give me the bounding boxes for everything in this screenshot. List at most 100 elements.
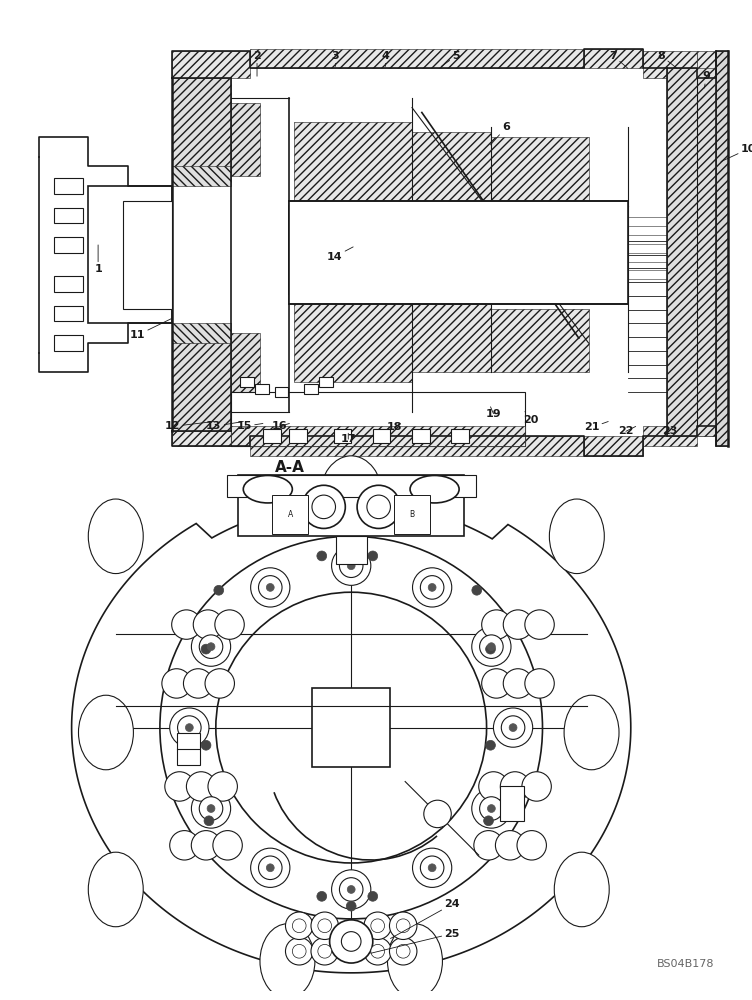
- Text: 9: 9: [702, 71, 711, 88]
- Bar: [642, 426, 696, 446]
- Bar: [490, 137, 589, 201]
- Circle shape: [215, 610, 244, 639]
- Text: 20: 20: [523, 412, 538, 425]
- Text: A: A: [288, 510, 293, 519]
- Text: 12: 12: [165, 421, 214, 431]
- Circle shape: [293, 944, 306, 958]
- Bar: [312, 688, 390, 767]
- Circle shape: [525, 610, 554, 639]
- Bar: [412, 429, 429, 443]
- Text: 21: 21: [584, 422, 608, 432]
- Text: 4: 4: [381, 51, 390, 66]
- Circle shape: [472, 585, 482, 595]
- Bar: [334, 429, 351, 443]
- Circle shape: [293, 919, 306, 933]
- Bar: [54, 276, 83, 292]
- Circle shape: [201, 644, 211, 654]
- Circle shape: [420, 576, 444, 599]
- Circle shape: [191, 831, 221, 860]
- Circle shape: [216, 592, 487, 863]
- Bar: [290, 429, 307, 443]
- Circle shape: [486, 740, 496, 750]
- Circle shape: [357, 485, 400, 528]
- Text: 18: 18: [387, 422, 402, 432]
- Ellipse shape: [88, 852, 143, 927]
- Circle shape: [339, 554, 363, 578]
- Text: BS04B178: BS04B178: [656, 959, 714, 969]
- Bar: [171, 78, 231, 176]
- Circle shape: [317, 891, 326, 901]
- Circle shape: [318, 944, 332, 958]
- Ellipse shape: [260, 924, 315, 998]
- Circle shape: [192, 627, 231, 666]
- Bar: [231, 333, 260, 407]
- Circle shape: [213, 831, 242, 860]
- Circle shape: [183, 669, 213, 698]
- Circle shape: [266, 583, 274, 591]
- Bar: [294, 299, 412, 382]
- Text: 16: 16: [271, 421, 290, 431]
- Circle shape: [502, 716, 525, 739]
- Circle shape: [420, 856, 444, 880]
- Circle shape: [480, 635, 503, 658]
- Bar: [696, 51, 716, 78]
- Circle shape: [165, 772, 194, 801]
- Circle shape: [302, 485, 345, 528]
- Bar: [231, 426, 525, 446]
- Bar: [373, 429, 390, 443]
- Text: 15: 15: [237, 421, 263, 431]
- Text: 1: 1: [94, 245, 102, 274]
- Circle shape: [214, 585, 223, 595]
- Bar: [54, 178, 83, 194]
- Bar: [584, 436, 642, 456]
- Circle shape: [503, 610, 532, 639]
- Circle shape: [162, 669, 191, 698]
- Circle shape: [371, 919, 384, 933]
- Circle shape: [413, 848, 452, 887]
- Ellipse shape: [410, 475, 459, 503]
- Circle shape: [428, 583, 436, 591]
- Bar: [171, 51, 250, 78]
- Circle shape: [259, 576, 282, 599]
- Circle shape: [486, 644, 496, 654]
- Circle shape: [201, 740, 211, 750]
- Text: 2: 2: [253, 51, 261, 76]
- Circle shape: [396, 944, 410, 958]
- Bar: [54, 335, 83, 351]
- Circle shape: [390, 938, 417, 965]
- Circle shape: [482, 610, 511, 639]
- Bar: [319, 377, 332, 387]
- Circle shape: [177, 716, 201, 739]
- Bar: [54, 306, 83, 321]
- Text: A: A: [117, 619, 125, 629]
- Circle shape: [368, 551, 378, 561]
- Circle shape: [509, 724, 517, 732]
- Circle shape: [186, 772, 216, 801]
- Ellipse shape: [244, 475, 293, 503]
- Ellipse shape: [564, 695, 619, 770]
- Bar: [171, 333, 231, 431]
- Circle shape: [312, 495, 335, 519]
- Circle shape: [286, 938, 313, 965]
- Ellipse shape: [88, 499, 143, 574]
- Bar: [250, 49, 584, 68]
- Circle shape: [193, 610, 223, 639]
- Text: 23: 23: [663, 423, 678, 436]
- Circle shape: [472, 789, 511, 828]
- Circle shape: [472, 627, 511, 666]
- Text: A-A: A-A: [274, 460, 305, 475]
- Circle shape: [517, 831, 547, 860]
- Circle shape: [207, 805, 215, 812]
- Bar: [304, 384, 318, 394]
- Circle shape: [266, 864, 274, 872]
- Circle shape: [204, 816, 214, 826]
- Bar: [226, 475, 476, 497]
- Bar: [294, 122, 412, 206]
- Text: 8: 8: [657, 51, 677, 68]
- Circle shape: [207, 643, 215, 651]
- Circle shape: [199, 797, 223, 820]
- Bar: [171, 431, 250, 446]
- Bar: [238, 475, 464, 536]
- Circle shape: [484, 816, 493, 826]
- Bar: [642, 51, 696, 78]
